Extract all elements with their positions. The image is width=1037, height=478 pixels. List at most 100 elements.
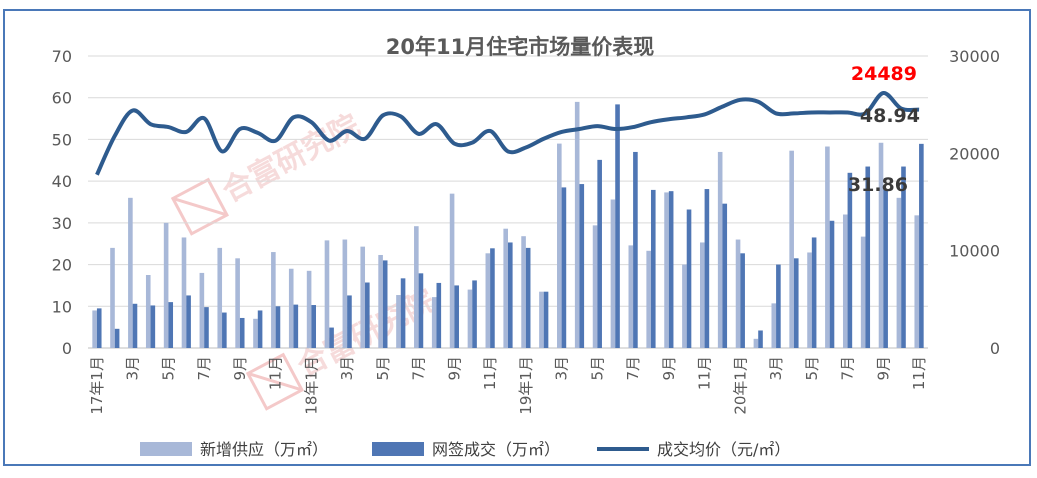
bar-sign	[347, 295, 352, 348]
bar-sign	[418, 273, 424, 348]
bar-supply	[396, 295, 401, 348]
bar-supply	[771, 303, 777, 348]
x-tick-label: 5月	[803, 356, 821, 381]
bar-sign	[525, 247, 531, 348]
bar-supply	[699, 242, 705, 348]
left-axis-tick-label: 70	[52, 47, 72, 66]
bar-sign	[883, 189, 888, 348]
data-label: 24489	[851, 63, 917, 85]
legend: 新增供应（万㎡） 网签成交（万㎡） 成交均价（元/㎡）	[140, 440, 790, 459]
chart-title: 20年11月住宅市场量价表现	[386, 35, 654, 59]
bar-sign	[311, 305, 317, 348]
x-tick-label: 9月	[445, 356, 463, 381]
bar-sign	[668, 191, 674, 348]
legend-label: 成交均价（元/㎡）	[657, 440, 790, 459]
bar-supply	[557, 143, 562, 348]
legend-swatch	[372, 442, 424, 456]
bar-sign	[650, 189, 656, 348]
bar-sign	[472, 280, 477, 348]
x-tick-label: 3月	[338, 356, 356, 381]
bar-sign	[382, 260, 388, 348]
bar-supply	[92, 310, 97, 348]
bar-sign	[275, 306, 281, 348]
x-tick-label: 9月	[874, 356, 892, 381]
x-tick-label: 3月	[553, 356, 571, 381]
bar-supply	[735, 239, 741, 348]
bar-sign	[150, 305, 156, 348]
bar-supply	[414, 226, 419, 348]
bar-supply	[860, 236, 866, 348]
bar-supply	[342, 239, 348, 348]
bar-supply	[163, 222, 169, 348]
bar-sign	[919, 143, 924, 348]
bar-supply	[539, 291, 544, 348]
bar-sign	[865, 166, 871, 348]
x-tick-label: 7月	[624, 356, 642, 381]
bar-sign	[132, 303, 138, 348]
left-axis-tick-label: 10	[52, 297, 72, 316]
legend-label: 网签成交（万㎡）	[432, 440, 560, 459]
bar-supply	[896, 197, 902, 348]
bar-sign	[490, 248, 495, 348]
bar-sign	[633, 151, 638, 348]
x-tick-label: 3月	[124, 356, 142, 381]
right-axis-tick-label: 30000	[949, 47, 1000, 66]
bar-sign	[543, 291, 549, 348]
bar-sign	[400, 278, 406, 348]
bar-supply	[145, 275, 151, 348]
bar-sign	[239, 317, 245, 348]
bar-supply	[467, 289, 473, 348]
data-label: 48.94	[860, 105, 920, 127]
bar-sign	[293, 304, 299, 348]
x-tick-label: 11月	[696, 356, 714, 390]
bar-supply	[878, 142, 884, 348]
bar-sign	[829, 220, 835, 348]
x-tick-label: 11月	[910, 356, 928, 390]
x-tick-label: 5月	[588, 356, 606, 381]
x-tick-label: 9月	[231, 356, 249, 381]
bar-supply	[181, 237, 187, 348]
left-axis-tick-label: 30	[52, 214, 72, 233]
bar-supply	[217, 247, 223, 348]
bar-sign	[329, 327, 334, 348]
bar-sign	[257, 310, 263, 348]
price-line	[95, 90, 920, 176]
bar-sign	[436, 282, 442, 348]
bar-supply	[753, 338, 759, 348]
x-tick-label: 11月	[267, 356, 285, 390]
bar-supply	[271, 252, 276, 348]
bar-supply	[485, 253, 491, 348]
bar-supply	[646, 250, 651, 348]
left-axis: 0 10 20 30 40 50 60 70	[52, 47, 72, 358]
x-tick-label: 19年1月	[517, 356, 535, 415]
bar-supply	[610, 199, 616, 348]
bar-sign	[454, 285, 459, 348]
bar-sign	[793, 258, 799, 348]
x-axis: 17年1月 3月 5月 7月 9月 11月 18年1月 3月 5月 7月 9月 11月 19年1月 3月 5…	[88, 356, 928, 415]
bar-supply	[914, 215, 920, 348]
x-tick-label: 5月	[159, 356, 177, 381]
bar-sign	[758, 330, 763, 348]
bar-supply	[682, 264, 687, 348]
bar-supply	[306, 270, 312, 348]
bar-supply	[360, 246, 366, 348]
bar-supply	[128, 197, 133, 348]
data-labels: 24489 48.94 31.86	[848, 63, 920, 196]
x-tick-label: 5月	[374, 356, 392, 381]
left-axis-tick-label: 20	[52, 256, 72, 275]
bar-sign	[186, 295, 191, 348]
bar-sign	[615, 104, 620, 348]
bar-sign	[847, 172, 853, 348]
data-label: 31.86	[848, 174, 908, 196]
legend-swatch	[140, 442, 192, 456]
x-tick-label: 3月	[767, 356, 785, 381]
bar-supply	[789, 150, 794, 348]
bar-sign	[365, 282, 370, 348]
bar-sign	[722, 203, 728, 348]
bar-supply	[199, 272, 205, 348]
left-axis-tick-label: 60	[52, 89, 72, 108]
bar-sign	[776, 264, 781, 348]
right-axis-tick-label: 20000	[949, 144, 1000, 163]
watermark-logo-stroke	[247, 372, 303, 392]
